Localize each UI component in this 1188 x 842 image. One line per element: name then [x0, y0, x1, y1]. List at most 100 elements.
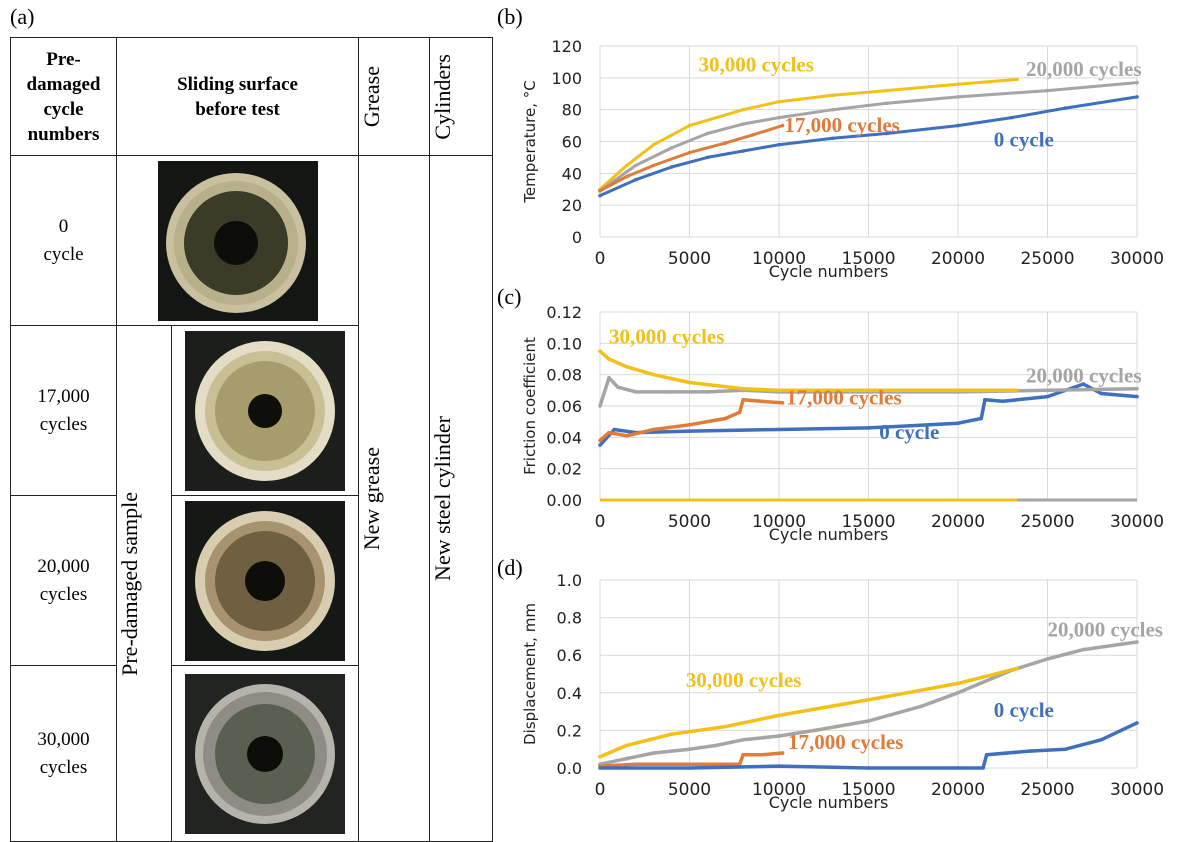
row3-cycles: 30,000 cycles [10, 665, 117, 842]
series-line [599, 124, 784, 193]
x-tick-label: 15000 [841, 249, 895, 269]
header-surface-label: Sliding surface before test [177, 73, 298, 120]
data-point [625, 743, 629, 748]
row0-sample-cell [116, 155, 359, 326]
data-point [669, 390, 674, 394]
data-point [687, 762, 692, 767]
header-grease: Grease [358, 37, 430, 156]
data-point [956, 82, 960, 86]
x-tick-label: 0 [595, 249, 606, 269]
data-point [884, 694, 889, 699]
data-point [1015, 77, 1019, 82]
cylinder-value: New steel cylinder [430, 416, 455, 581]
y-axis-label: Temperature, °C [521, 80, 539, 204]
data-point [884, 88, 889, 93]
data-point [687, 423, 692, 427]
series-annotation: 20,000 cycles [1026, 57, 1141, 81]
x-axis-label: Cycle numbers [769, 525, 889, 544]
data-point [813, 728, 817, 733]
data-point [1015, 666, 1019, 671]
data-point [983, 397, 987, 402]
data-point [1063, 747, 1068, 751]
data-point [625, 365, 629, 369]
data-point [866, 766, 871, 770]
data-point [1063, 106, 1068, 110]
y-tick-label: 120 [551, 37, 582, 56]
data-point [687, 150, 692, 155]
data-point [1099, 391, 1103, 396]
data-point [1015, 388, 1019, 393]
data-point [687, 429, 692, 433]
series-annotation: 0 cycle [994, 127, 1054, 151]
data-point [956, 421, 960, 426]
data-point [1135, 386, 1139, 391]
data-point [737, 410, 742, 415]
temperature-chart: 0 20 40 60 80 100 120 0 5000 10000 15000 20000 25000… [521, 37, 1164, 281]
x-tick-label: 0 [595, 512, 606, 532]
data-point [625, 174, 629, 179]
series-annotation: 17,000 cycles [786, 385, 901, 409]
data-point [705, 155, 710, 160]
data-point [1045, 88, 1050, 93]
y-tick-label: 0.10 [546, 334, 582, 353]
data-point [777, 142, 781, 147]
data-point [830, 93, 835, 98]
series-annotation: 30,000 cycles [609, 324, 724, 348]
data-point [616, 385, 620, 389]
data-point [607, 430, 611, 435]
data-point [956, 681, 960, 686]
data-point [981, 766, 985, 770]
series-annotation: 0 cycle [994, 698, 1054, 722]
sample-photo-30000-cycles [185, 673, 345, 834]
y-axis-label: Displacement, mm [521, 603, 539, 745]
header-grease-label: Grease [359, 65, 384, 128]
data-point [884, 131, 889, 136]
series-line [599, 77, 1018, 191]
data-point [687, 766, 692, 770]
header-precycles-label: Pre- damaged cycle numbers [26, 48, 101, 145]
data-point [1027, 749, 1032, 753]
x-tick-label: 30000 [1110, 249, 1164, 269]
friction-chart: 0.00 0.02 0.04 0.06 0.08 0.10 0.12 0 5000 10000 15… [521, 303, 1164, 544]
data-point [607, 376, 611, 380]
data-point [777, 388, 781, 393]
data-point [984, 753, 989, 757]
row1-sample-cell [171, 325, 359, 496]
y-tick-label: 0.6 [557, 646, 582, 665]
y-tick-label: 20 [562, 196, 582, 215]
data-point [669, 165, 674, 169]
data-point [651, 751, 656, 755]
series-annotation: 30,000 cycles [698, 52, 813, 76]
pre-damaged-cell: Pre-damaged sample [116, 325, 172, 842]
y-tick-label: 0.8 [557, 609, 582, 628]
series-annotation: 20,000 cycles [1026, 364, 1141, 388]
header-surface: Sliding surface before test [116, 37, 359, 156]
data-point [625, 163, 629, 168]
data-point [634, 762, 638, 767]
x-tick-label: 25000 [1020, 780, 1074, 800]
header-cylinders-label: Cylinders [430, 53, 455, 140]
x-tick-label: 10000 [752, 512, 806, 532]
series-annotation: 30,000 cycles [686, 668, 801, 692]
data-point [741, 149, 745, 153]
data-point [830, 107, 835, 112]
data-point [705, 390, 710, 394]
row0-cycles: 0 cycle [10, 155, 117, 326]
y-axis-label: Friction coefficient [521, 337, 539, 475]
x-tick-label: 30000 [1110, 780, 1164, 800]
y-tick-label: 0 [572, 228, 582, 247]
data-point [866, 388, 871, 393]
row3-cycles-label: 30,000 cycles [37, 728, 90, 778]
x-tick-label: 25000 [1020, 249, 1074, 269]
x-tick-label: 30000 [1110, 512, 1164, 532]
y-tick-label: 1.0 [557, 571, 582, 590]
series-annotation: 17,000 cycles [784, 113, 899, 137]
data-point [956, 766, 960, 770]
data-point [723, 724, 728, 729]
data-point [830, 704, 835, 708]
panel-label-c: (c) [497, 284, 522, 309]
x-tick-label: 10000 [752, 780, 806, 800]
x-tick-label: 25000 [1020, 512, 1074, 532]
x-tick-label: 20000 [931, 249, 985, 269]
y-tick-label: 0.08 [546, 366, 582, 385]
